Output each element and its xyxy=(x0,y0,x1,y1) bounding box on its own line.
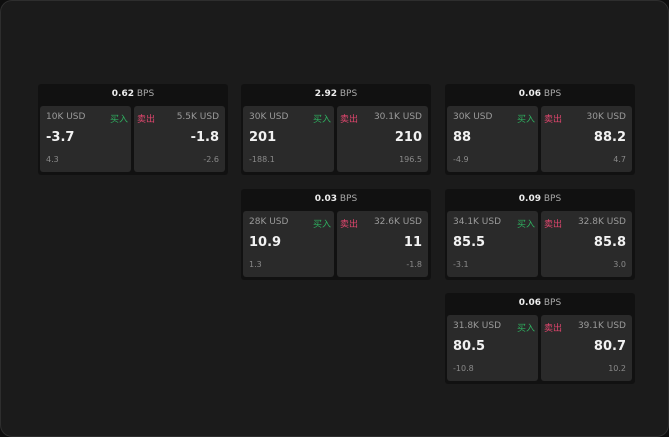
buy-price: -3.7 xyxy=(46,130,75,145)
buy-label: 买入 xyxy=(516,115,535,125)
sell-label: 卖出 xyxy=(544,115,563,125)
spread-header: 0.09 BPS xyxy=(445,189,635,210)
sell-quote[interactable]: 32.6K USD 卖出 11 -1.8 xyxy=(337,211,428,277)
buy-change: 1.3 xyxy=(249,260,262,269)
buy-size: 28K USD xyxy=(249,217,289,227)
sell-change: 196.5 xyxy=(399,155,422,164)
buy-quote[interactable]: 30K USD 买入 201 -188.1 xyxy=(243,106,334,172)
spread-unit: BPS xyxy=(543,194,562,204)
quote-card: 0.62 BPS 10K USD 买入 -3.7 4.3 5.5K USD 卖出… xyxy=(38,84,228,175)
sell-change: 3.0 xyxy=(613,260,626,269)
sell-label: 卖出 xyxy=(340,115,359,125)
buy-change: -10.8 xyxy=(453,364,474,373)
sell-label: 卖出 xyxy=(340,220,359,230)
quote-card: 2.92 BPS 30K USD 买入 201 -188.1 30.1K USD… xyxy=(241,84,431,175)
sell-quote[interactable]: 5.5K USD 卖出 -1.8 -2.6 xyxy=(134,106,225,172)
buy-size: 30K USD xyxy=(453,112,493,122)
buy-price: 85.5 xyxy=(453,235,486,250)
buy-label: 买入 xyxy=(516,324,535,334)
sell-label: 卖出 xyxy=(544,324,563,334)
spread-header: 0.03 BPS xyxy=(241,189,431,210)
sell-size: 30K USD xyxy=(586,112,626,122)
spread-value: 0.06 xyxy=(518,89,541,99)
spread-value: 0.62 xyxy=(111,89,134,99)
quote-card: 0.06 BPS 30K USD 买入 88 -4.9 30K USD 卖出 8… xyxy=(445,84,635,175)
sell-change: -1.8 xyxy=(406,260,422,269)
buy-change: -3.1 xyxy=(453,260,469,269)
sell-price: -1.8 xyxy=(190,130,219,145)
buy-size: 30K USD xyxy=(249,112,289,122)
sell-change: 4.7 xyxy=(613,155,626,164)
buy-quote[interactable]: 28K USD 买入 10.9 1.3 xyxy=(243,211,334,277)
sell-price: 210 xyxy=(394,130,422,145)
sell-size: 30.1K USD xyxy=(373,112,422,122)
buy-label: 买入 xyxy=(312,220,331,230)
sell-price: 11 xyxy=(403,235,422,250)
buy-label: 买入 xyxy=(312,115,331,125)
buy-change: -4.9 xyxy=(453,155,469,164)
buy-price: 201 xyxy=(249,130,277,145)
spread-header: 2.92 BPS xyxy=(241,84,431,105)
buy-size: 34.1K USD xyxy=(453,217,502,227)
sell-quote[interactable]: 30K USD 卖出 88.2 4.7 xyxy=(541,106,632,172)
sell-label: 卖出 xyxy=(544,220,563,230)
sell-price: 85.8 xyxy=(593,235,626,250)
sell-size: 32.8K USD xyxy=(577,217,626,227)
spread-value: 2.92 xyxy=(314,89,337,99)
spread-header: 0.62 BPS xyxy=(38,84,228,105)
spread-value: 0.03 xyxy=(314,194,337,204)
buy-quote[interactable]: 30K USD 买入 88 -4.9 xyxy=(447,106,538,172)
quote-card: 0.03 BPS 28K USD 买入 10.9 1.3 32.6K USD 卖… xyxy=(241,189,431,280)
spread-unit: BPS xyxy=(543,298,562,308)
sell-quote[interactable]: 39.1K USD 卖出 80.7 10.2 xyxy=(541,315,632,381)
sell-size: 32.6K USD xyxy=(373,217,422,227)
sell-size: 5.5K USD xyxy=(176,112,219,122)
buy-quote[interactable]: 31.8K USD 买入 80.5 -10.8 xyxy=(447,315,538,381)
sell-quote[interactable]: 30.1K USD 卖出 210 196.5 xyxy=(337,106,428,172)
sell-change: -2.6 xyxy=(203,155,219,164)
buy-price: 88 xyxy=(453,130,472,145)
spread-unit: BPS xyxy=(136,89,155,99)
spread-value: 0.06 xyxy=(518,298,541,308)
buy-size: 31.8K USD xyxy=(453,321,502,331)
sell-quote[interactable]: 32.8K USD 卖出 85.8 3.0 xyxy=(541,211,632,277)
spread-header: 0.06 BPS xyxy=(445,293,635,314)
buy-size: 10K USD xyxy=(46,112,86,122)
sell-price: 88.2 xyxy=(593,130,626,145)
sell-change: 10.2 xyxy=(608,364,626,373)
spread-unit: BPS xyxy=(543,89,562,99)
spread-header: 0.06 BPS xyxy=(445,84,635,105)
quote-card: 0.06 BPS 31.8K USD 买入 80.5 -10.8 39.1K U… xyxy=(445,293,635,384)
buy-price: 80.5 xyxy=(453,339,486,354)
spread-unit: BPS xyxy=(339,89,358,99)
spread-unit: BPS xyxy=(339,194,358,204)
buy-change: -188.1 xyxy=(249,155,275,164)
buy-label: 买入 xyxy=(516,220,535,230)
buy-price: 10.9 xyxy=(249,235,282,250)
sell-price: 80.7 xyxy=(593,339,626,354)
quote-card: 0.09 BPS 34.1K USD 买入 85.5 -3.1 32.8K US… xyxy=(445,189,635,280)
buy-change: 4.3 xyxy=(46,155,59,164)
sell-size: 39.1K USD xyxy=(577,321,626,331)
buy-quote[interactable]: 34.1K USD 买入 85.5 -3.1 xyxy=(447,211,538,277)
buy-quote[interactable]: 10K USD 买入 -3.7 4.3 xyxy=(40,106,131,172)
buy-label: 买入 xyxy=(109,115,128,125)
sell-label: 卖出 xyxy=(137,115,156,125)
spread-value: 0.09 xyxy=(518,194,541,204)
